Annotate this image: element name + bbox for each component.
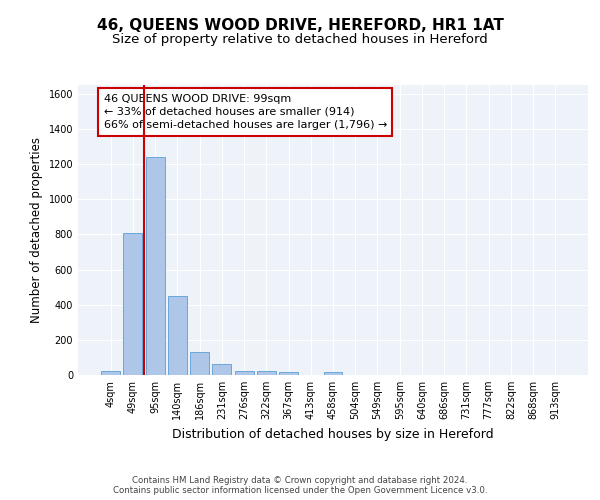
Text: Size of property relative to detached houses in Hereford: Size of property relative to detached ho… — [112, 32, 488, 46]
Bar — [257, 372, 276, 375]
Bar — [212, 364, 231, 375]
Text: 46 QUEENS WOOD DRIVE: 99sqm
← 33% of detached houses are smaller (914)
66% of se: 46 QUEENS WOOD DRIVE: 99sqm ← 33% of det… — [104, 94, 387, 130]
X-axis label: Distribution of detached houses by size in Hereford: Distribution of detached houses by size … — [172, 428, 494, 440]
Bar — [235, 370, 254, 375]
Bar — [146, 157, 164, 375]
Bar — [323, 372, 343, 375]
Bar — [168, 296, 187, 375]
Bar — [279, 372, 298, 375]
Bar — [190, 352, 209, 375]
Bar — [101, 370, 120, 375]
Text: Contains HM Land Registry data © Crown copyright and database right 2024.
Contai: Contains HM Land Registry data © Crown c… — [113, 476, 487, 495]
Y-axis label: Number of detached properties: Number of detached properties — [30, 137, 43, 323]
Bar — [124, 232, 142, 375]
Text: 46, QUEENS WOOD DRIVE, HEREFORD, HR1 1AT: 46, QUEENS WOOD DRIVE, HEREFORD, HR1 1AT — [97, 18, 503, 32]
